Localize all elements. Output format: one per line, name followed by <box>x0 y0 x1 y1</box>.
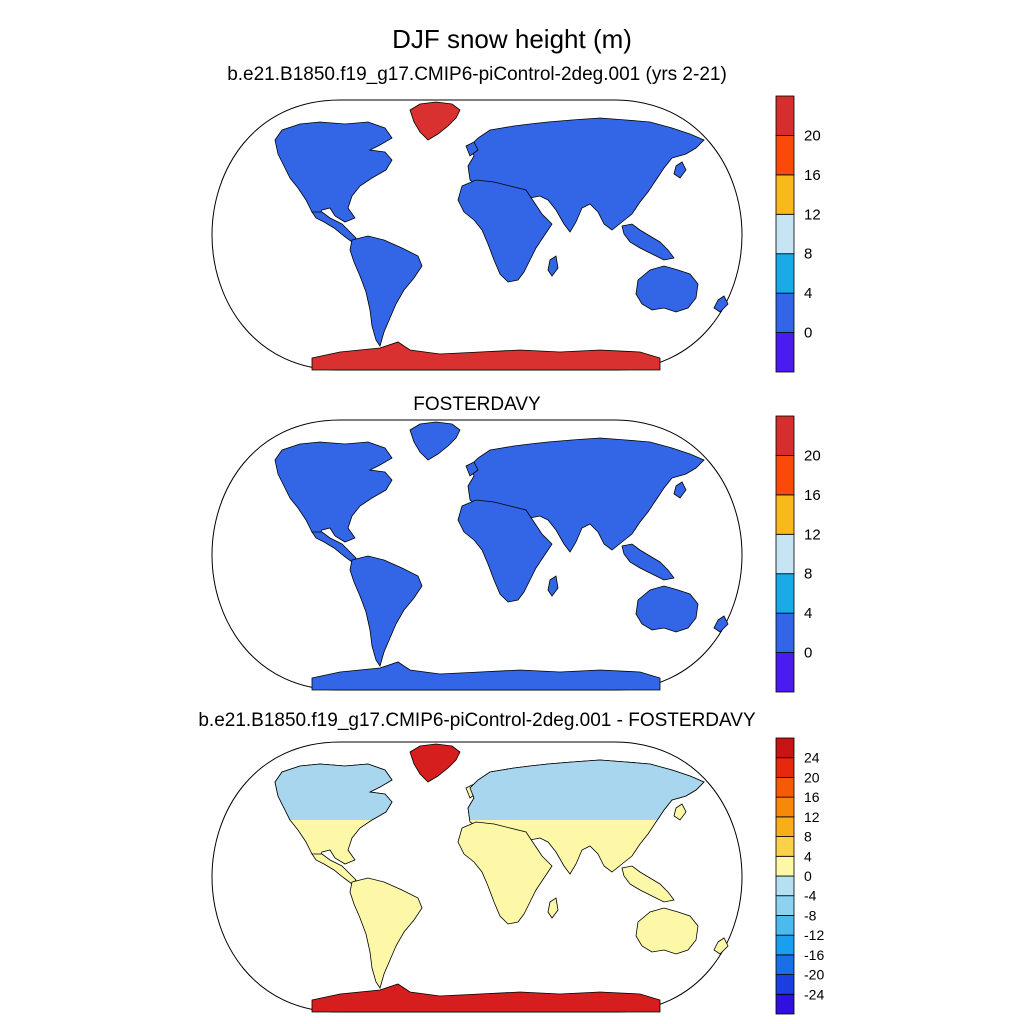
map-panel-3: b.e21.B1850.f19_g17.CMIP6-piControl-2deg… <box>198 710 824 1015</box>
colorbar-1-label: 4 <box>804 285 812 302</box>
colorbar-1-label: 20 <box>804 127 821 144</box>
colorbar-3-label: -16 <box>804 947 824 963</box>
colorbar-3-swatch <box>775 993 795 1015</box>
panel-3-title: b.e21.B1850.f19_g17.CMIP6-piControl-2deg… <box>198 710 756 731</box>
map-panel-1: b.e21.B1850.f19_g17.CMIP6-piControl-2deg… <box>211 64 821 373</box>
colorbar-3-swatch <box>775 796 795 818</box>
colorbar-1-swatch <box>775 174 795 215</box>
colorbar-3-label: -4 <box>804 888 817 904</box>
colorbar-2-label: 8 <box>804 566 812 583</box>
colorbar-3-label: -12 <box>804 927 824 943</box>
colorbar-2-swatch <box>775 612 795 653</box>
colorbar-2: 0 4 8 12 16 20 <box>775 415 821 693</box>
colorbar-3-label: -24 <box>804 986 824 1002</box>
colorbar-3: 24 20 16 12 8 4 0 -4 -8 -12 -16 -20 -24 <box>775 737 824 1015</box>
colorbar-3-swatch <box>775 816 795 837</box>
colorbar-3-label: 8 <box>804 829 812 845</box>
colorbar-3-label: -8 <box>804 907 817 923</box>
colorbar-3-swatch <box>775 836 795 857</box>
colorbar-3-swatch <box>775 954 795 975</box>
colorbar-2-swatch <box>775 494 795 535</box>
colorbar-3-swatch <box>775 757 795 778</box>
colorbar-1-label: 16 <box>804 167 821 184</box>
colorbar-1-label: 8 <box>804 246 812 263</box>
colorbar-1-swatch <box>775 95 795 136</box>
colorbar-2-swatch <box>775 573 795 614</box>
colorbar-3-swatch <box>775 855 795 877</box>
colorbar-3-swatch <box>775 737 795 759</box>
colorbar-2-label: 4 <box>804 605 812 622</box>
colorbar-3-label: 4 <box>804 848 812 864</box>
colorbar-1-swatch <box>775 213 795 255</box>
colorbar-1-label: 12 <box>804 206 821 223</box>
colorbar-2-label: 12 <box>804 526 821 543</box>
colorbar-1-swatch <box>775 253 795 294</box>
colorbar-3-label: 12 <box>804 809 820 825</box>
colorbar-1-label: 0 <box>804 325 812 342</box>
colorbar-2-swatch <box>775 455 795 496</box>
colorbar-3-swatch <box>775 934 795 956</box>
figure-title: DJF snow height (m) <box>392 24 632 54</box>
colorbar-3-swatch <box>775 915 795 936</box>
colorbar-3-swatch <box>775 875 795 897</box>
colorbar-1-swatch <box>775 292 795 333</box>
colorbar-1-swatch <box>775 332 795 373</box>
colorbar-3-swatch <box>775 895 795 916</box>
colorbar-3-label: -20 <box>804 967 824 983</box>
colorbar-1-swatch <box>775 135 795 176</box>
colorbar-2-swatch <box>775 533 795 575</box>
colorbar-3-label: 0 <box>804 868 812 884</box>
colorbar-2-label: 20 <box>804 447 821 464</box>
colorbar-1: 0 4 8 12 16 20 <box>775 95 821 373</box>
colorbar-2-swatch <box>775 415 795 456</box>
colorbar-3-label: 16 <box>804 789 820 805</box>
map-panel-2: FOSTERDAVY 0 4 8 12 16 20 <box>211 394 821 693</box>
colorbar-2-label: 0 <box>804 645 812 662</box>
colorbar-2-swatch <box>775 652 795 693</box>
panel-1-title: b.e21.B1850.f19_g17.CMIP6-piControl-2deg… <box>227 64 727 85</box>
colorbar-3-label: 20 <box>804 769 820 785</box>
colorbar-3-swatch <box>775 777 795 798</box>
colorbar-3-label: 24 <box>804 750 820 766</box>
colorbar-2-label: 16 <box>804 487 821 504</box>
colorbar-3-swatch <box>775 974 795 995</box>
panel-2-title: FOSTERDAVY <box>413 394 541 415</box>
